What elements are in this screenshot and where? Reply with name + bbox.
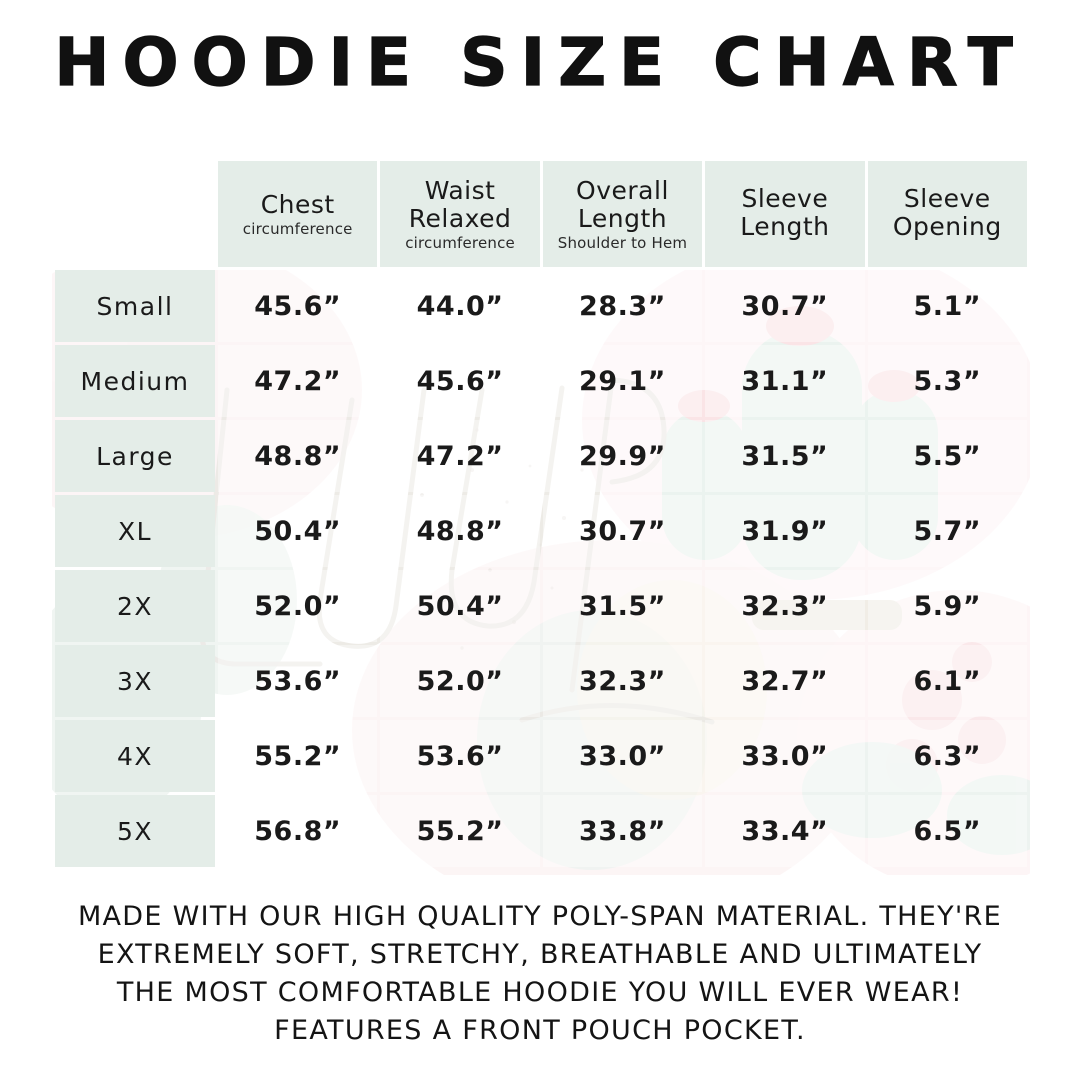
column-header-overall-length-main: Overall Length: [576, 175, 669, 233]
column-header-chest-main: Chest: [260, 189, 335, 219]
measurement-cell: 29.1”: [542, 345, 703, 417]
table-row: 2X 52.0” 50.4” 31.5” 32.3” 5.9”: [55, 570, 1027, 642]
column-header-chest-sub: circumference: [242, 219, 353, 238]
measurement-cell: 32.3”: [542, 645, 703, 717]
measurement-cell: 5.3”: [867, 345, 1027, 417]
measurement-cell: 5.7”: [867, 495, 1027, 567]
footer-line-2: EXTREMELY SOFT, STRETCHY, BREATHABLE AND…: [97, 939, 983, 970]
size-label-2x: 2X: [55, 570, 215, 642]
measurement-cell: 29.9”: [542, 420, 703, 492]
measurement-cell: 5.9”: [867, 570, 1027, 642]
footer-description: MADE WITH OUR HIGH QUALITY POLY-SPAN MAT…: [40, 898, 1040, 1050]
measurement-cell: 31.9”: [705, 495, 865, 567]
size-label-4x: 4X: [55, 720, 215, 792]
footer-line-4: FEATURES A FRONT POUCH POCKET.: [274, 1015, 806, 1046]
column-header-sleeve-length: Sleeve Length: [705, 161, 865, 267]
footer-line-1: MADE WITH OUR HIGH QUALITY POLY-SPAN MAT…: [77, 901, 1003, 932]
measurement-cell: 30.7”: [705, 270, 865, 342]
measurement-cell: 6.3”: [867, 720, 1027, 792]
table-row: Small 45.6” 44.0” 28.3” 30.7” 5.1”: [55, 270, 1027, 342]
measurement-cell: 47.2”: [380, 420, 540, 492]
measurement-cell: 33.0”: [542, 720, 703, 792]
measurement-cell: 6.5”: [867, 795, 1027, 867]
measurement-cell: 55.2”: [380, 795, 540, 867]
measurement-cell: 45.6”: [380, 345, 540, 417]
size-chart-table: Chest circumference Waist Relaxed circumf…: [52, 158, 1030, 870]
measurement-cell: 33.0”: [705, 720, 865, 792]
table-row: Medium 47.2” 45.6” 29.1” 31.1” 5.3”: [55, 345, 1027, 417]
measurement-cell: 44.0”: [380, 270, 540, 342]
table-row: XL 50.4” 48.8” 30.7” 31.9” 5.7”: [55, 495, 1027, 567]
measurement-cell: 6.1”: [867, 645, 1027, 717]
measurement-cell: 31.5”: [705, 420, 865, 492]
measurement-cell: 52.0”: [218, 570, 378, 642]
measurement-cell: 33.4”: [705, 795, 865, 867]
measurement-cell: 33.8”: [542, 795, 703, 867]
table-row: 5X 56.8” 55.2” 33.8” 33.4” 6.5”: [55, 795, 1027, 867]
column-header-waist-relaxed-main: Waist Relaxed: [408, 175, 512, 233]
measurement-cell: 53.6”: [218, 645, 378, 717]
measurement-cell: 50.4”: [380, 570, 540, 642]
measurement-cell: 56.8”: [218, 795, 378, 867]
table-header-row: Chest circumference Waist Relaxed circumf…: [55, 161, 1027, 267]
measurement-cell: 32.7”: [705, 645, 865, 717]
size-label-small: Small: [55, 270, 215, 342]
measurement-cell: 48.8”: [380, 495, 540, 567]
measurement-cell: 52.0”: [380, 645, 540, 717]
table-row: 4X 55.2” 53.6” 33.0” 33.0” 6.3”: [55, 720, 1027, 792]
measurement-cell: 32.3”: [705, 570, 865, 642]
corner-cell: [55, 161, 215, 267]
column-header-sleeve-opening: Sleeve Opening: [867, 161, 1027, 267]
page-title: HOODIE SIZE CHART: [54, 23, 1026, 101]
size-label-medium: Medium: [55, 345, 215, 417]
measurement-cell: 50.4”: [218, 495, 378, 567]
measurement-cell: 28.3”: [542, 270, 703, 342]
size-label-5x: 5X: [55, 795, 215, 867]
size-label-3x: 3X: [55, 645, 215, 717]
column-header-chest: Chest circumference: [218, 161, 378, 267]
size-label-large: Large: [55, 420, 215, 492]
footer-line-3: THE MOST COMFORTABLE HOODIE YOU WILL EVE…: [116, 977, 964, 1008]
measurement-cell: 31.1”: [705, 345, 865, 417]
measurement-cell: 55.2”: [218, 720, 378, 792]
measurement-cell: 30.7”: [542, 495, 703, 567]
column-header-sleeve-opening-main: Sleeve Opening: [892, 184, 1002, 241]
measurement-cell: 45.6”: [218, 270, 378, 342]
column-header-overall-length: Overall Length Shoulder to Hem: [542, 161, 703, 267]
table-row: Large 48.8” 47.2” 29.9” 31.5” 5.5”: [55, 420, 1027, 492]
column-header-sleeve-length-main: Sleeve Length: [740, 184, 830, 241]
column-header-waist-relaxed-sub: circumference: [405, 233, 515, 252]
table-row: 3X 53.6” 52.0” 32.3” 32.7” 6.1”: [55, 645, 1027, 717]
measurement-cell: 48.8”: [218, 420, 378, 492]
column-header-overall-length-sub: Shoulder to Hem: [557, 233, 688, 252]
measurement-cell: 31.5”: [542, 570, 703, 642]
measurement-cell: 5.1”: [867, 270, 1027, 342]
column-header-waist-relaxed: Waist Relaxed circumference: [380, 161, 540, 267]
measurement-cell: 5.5”: [867, 420, 1027, 492]
size-label-xl: XL: [55, 495, 215, 567]
measurement-cell: 47.2”: [218, 345, 378, 417]
measurement-cell: 53.6”: [380, 720, 540, 792]
